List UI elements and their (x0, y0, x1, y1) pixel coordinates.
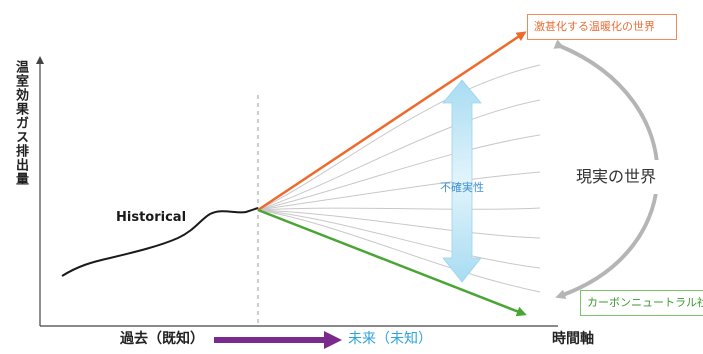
carbon-neutral-arrow (257, 208, 527, 317)
reality-label: 現実の世界 (556, 160, 676, 194)
fan-line (257, 64, 541, 211)
high-emission-arrow (257, 31, 527, 212)
historical-curve (61, 207, 259, 277)
uncertainty-label: 不確実性 (440, 181, 484, 194)
historical-label: Historical (116, 210, 187, 225)
fan-line (257, 99, 541, 211)
fan-line (257, 209, 541, 239)
fan-line (257, 134, 541, 211)
past-label: 過去（既知） (120, 331, 204, 347)
fan-line (257, 207, 541, 211)
scenario-fan (257, 64, 541, 293)
fan-line (257, 209, 541, 293)
past-future-arrow-shaft (214, 337, 326, 343)
carbon-neutral-scenario-box: カーボンニュートラル社 (580, 290, 703, 316)
x-axis-label: 時間軸 (552, 331, 594, 347)
uncertainty-arrow (442, 79, 482, 283)
future-label: 未来（未知） (348, 331, 432, 347)
fan-line (257, 171, 541, 211)
high-warming-scenario-box: 激甚化する温暖化の世界 (527, 14, 677, 40)
fan-line (257, 209, 541, 269)
y-axis-label: 温室効果ガス排出量 (13, 60, 28, 186)
past-future-arrow-head (324, 331, 342, 349)
